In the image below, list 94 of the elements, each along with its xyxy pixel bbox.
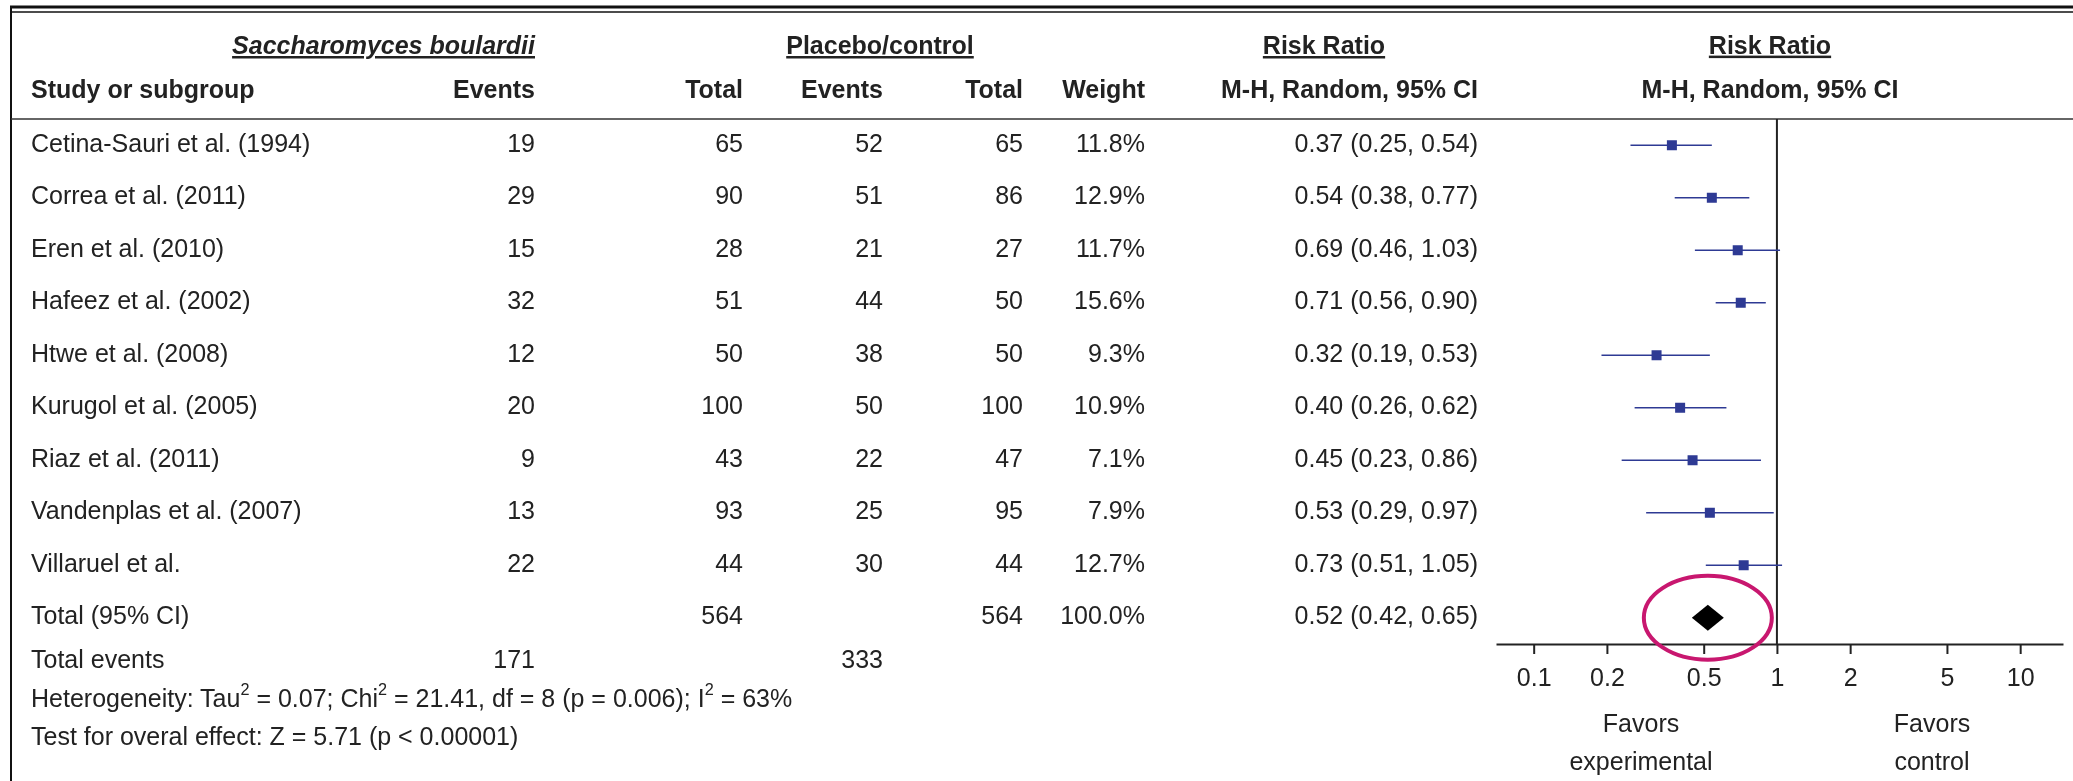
text: 86: [995, 181, 1023, 210]
text: 65: [715, 128, 743, 157]
text: Correa et al. (2011): [31, 181, 246, 210]
text: 15: [507, 233, 535, 262]
x-tick-label: 0.2: [1590, 662, 1625, 691]
text: 51: [855, 181, 883, 210]
text: 0.71 (0.56, 0.90): [1294, 286, 1478, 315]
text: 0.53 (0.29, 0.97): [1294, 496, 1478, 525]
text: 7.9%: [1088, 496, 1145, 525]
text: 0.32 (0.19, 0.53): [1294, 338, 1478, 367]
x-tick-label: 10: [2006, 662, 2035, 691]
text: Villaruel et al.: [31, 548, 181, 577]
text: 44: [715, 548, 743, 577]
text: Saccharomyces boulardii: [232, 30, 537, 59]
text: 10.9%: [1074, 391, 1145, 420]
text: 38: [855, 338, 883, 367]
text: Eren et al. (2010): [31, 233, 225, 262]
text: 564: [981, 601, 1023, 630]
text: 12.7%: [1074, 548, 1145, 577]
text: 95: [995, 496, 1023, 525]
text: 100: [701, 391, 743, 420]
text: 93: [715, 496, 743, 525]
category-label: Events: [801, 74, 883, 103]
text: 100.0%: [1060, 601, 1145, 630]
text: Cetina-Sauri et al. (1994): [31, 128, 311, 157]
category-label: Events: [453, 74, 535, 103]
text: Riaz et al. (2011): [31, 443, 220, 472]
text: 19: [507, 128, 535, 157]
text: Favors control: [1893, 709, 1971, 775]
category-label: Total: [685, 74, 743, 103]
text: 22: [507, 548, 535, 577]
text: 44: [855, 286, 883, 315]
chart-subtitle: M-H, Random, 95% CI: [1641, 74, 1899, 103]
category-label: M-H, Random, 95% CI: [1221, 74, 1478, 103]
text: 32: [507, 286, 535, 315]
text: 9.3%: [1088, 338, 1145, 367]
text: Test for overal effect: Z = 5.71 (p < 0.00001): [31, 721, 519, 750]
text: 171: [493, 645, 535, 674]
text: Favors experimental: [1569, 709, 1713, 775]
text: 21: [855, 233, 883, 262]
text: 15.6%: [1074, 286, 1145, 315]
text: 47: [995, 443, 1023, 472]
text: 43: [715, 443, 743, 472]
text: 11.8%: [1075, 128, 1145, 157]
text: 13: [507, 496, 535, 525]
text: 50: [855, 391, 883, 420]
text: Kurugol et al. (2005): [31, 391, 258, 420]
text: 0.54 (0.38, 0.77): [1294, 181, 1478, 210]
x-tick-label: 0.5: [1686, 662, 1722, 691]
text: 22: [855, 443, 883, 472]
text: 0.73 (0.51, 1.05): [1294, 548, 1478, 577]
text: 90: [715, 181, 743, 210]
text: 9: [521, 443, 535, 472]
text: 20: [507, 391, 535, 420]
text: 0.37 (0.25, 0.54): [1294, 128, 1478, 157]
text: Placebo/control: [786, 30, 974, 59]
text: 12: [507, 338, 535, 367]
text: 50: [995, 286, 1023, 315]
text: 564: [701, 601, 743, 630]
category-label: Total: [965, 74, 1023, 103]
text: 333: [841, 645, 883, 674]
text: Htwe et al. (2008): [31, 338, 229, 367]
text: 0.69 (0.46, 1.03): [1294, 233, 1478, 262]
text: 0.45 (0.23, 0.86): [1294, 443, 1478, 472]
text: Vandenplas et al. (2007): [31, 496, 302, 525]
text: Total (95% CI): [31, 601, 190, 630]
text: 25: [855, 496, 883, 525]
text: 29: [507, 181, 535, 210]
category-label: Study or subgroup: [31, 74, 255, 103]
x-tick-label: 2: [1843, 662, 1858, 691]
text: 12.9%: [1074, 181, 1145, 210]
x-tick-label: 0.1: [1516, 662, 1552, 691]
text: Hafeez et al. (2002): [31, 286, 251, 315]
text: 51: [715, 286, 743, 315]
text: 44: [995, 548, 1023, 577]
text: 100: [981, 391, 1023, 420]
text: 50: [715, 338, 743, 367]
category-label: Weight: [1062, 74, 1146, 103]
text: 28: [715, 233, 743, 262]
text: Heterogeneity: Tau$^{2}$ = 0.07; Chi$^{2}$ = 21.41, df = 8 (p = 0.006); I$^{2}$ = 63%: [31, 680, 793, 712]
chart-title: Risk Ratio: [1708, 30, 1832, 59]
text: 0.52 (0.42, 0.65): [1294, 601, 1478, 630]
x-tick-label: 5: [1940, 662, 1955, 691]
text: 65: [995, 128, 1023, 157]
text: Total events: [31, 645, 165, 674]
text: 7.1%: [1088, 443, 1145, 472]
text: 50: [995, 338, 1023, 367]
text: 52: [855, 128, 883, 157]
text: 27: [995, 233, 1023, 262]
text: 30: [855, 548, 883, 577]
x-tick-label: 1: [1770, 662, 1785, 691]
text: 11.7%: [1075, 233, 1145, 262]
text: 0.40 (0.26, 0.62): [1294, 391, 1478, 420]
text: Risk Ratio: [1262, 30, 1386, 59]
